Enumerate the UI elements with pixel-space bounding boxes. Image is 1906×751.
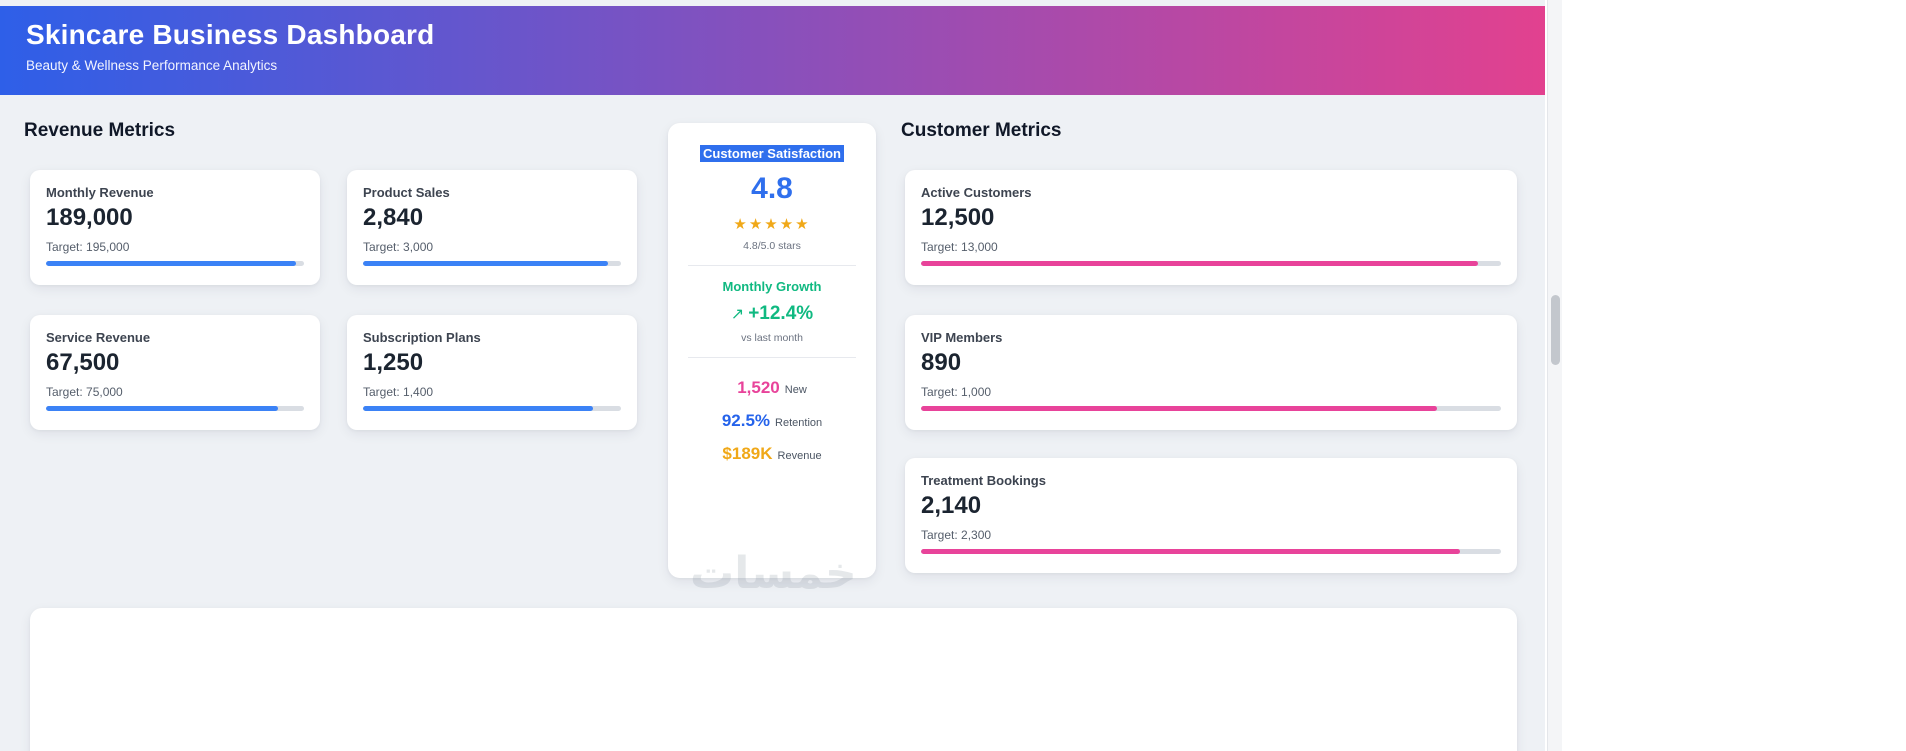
page-title: Skincare Business Dashboard [26,19,435,50]
watermark: خمسات [690,549,857,598]
divider [688,265,856,266]
metric-target: Target: 3,000 [363,240,434,254]
progress-fill [46,406,279,411]
star-rating-icon: ★★★★★ [733,216,811,233]
progress-track [363,261,621,266]
metric-value: 2,840 [363,204,424,231]
progress-track [921,406,1501,411]
divider [688,357,856,358]
customer-satisfaction-card: Customer Satisfaction 4.8 ★★★★★ 4.8/5.0 … [668,123,876,578]
metric-label: VIP Members [921,330,1003,345]
stat-label: New [784,384,807,396]
scrollbar-thumb[interactable] [1551,295,1560,365]
trend-up-icon: ↗ [730,306,745,323]
metric-card-vip-members: VIP Members 890 Target: 1,000 [905,315,1517,430]
metric-value: 67,500 [46,349,120,376]
growth-caption: vs last month [741,332,803,344]
satisfaction-stats: 1,520 New 92.5% Retention $189K Revenue [682,378,862,464]
progress-fill [46,261,297,266]
metric-value: 890 [921,349,962,376]
stars-caption: 4.8/5.0 stars [743,240,801,252]
metric-target: Target: 195,000 [46,240,130,254]
progress-fill [921,261,1478,266]
metric-target: Target: 2,300 [921,528,992,542]
metric-target: Target: 1,400 [363,385,434,399]
stat-label: Retention [775,417,823,429]
progress-fill [363,261,609,266]
metric-label: Monthly Revenue [46,185,154,200]
dashboard-page: Skincare Business Dashboard Beauty & Wel… [0,0,1545,751]
page-subtitle: Beauty & Wellness Performance Analytics [26,58,278,73]
progress-fill [921,406,1438,411]
revenue-section-heading: Revenue Metrics [24,120,176,141]
satisfaction-score: 4.8 [751,172,793,205]
progress-track [363,406,621,411]
metric-card-service-revenue: Service Revenue 67,500 Target: 75,000 [30,315,320,430]
metric-card-monthly-revenue: Monthly Revenue 189,000 Target: 195,000 [30,170,320,285]
metric-card-subscription-plans: Subscription Plans 1,250 Target: 1,400 [347,315,637,430]
progress-track [46,261,304,266]
stat-value: $189K [722,444,773,463]
metric-card-product-sales: Product Sales 2,840 Target: 3,000 [347,170,637,285]
stat-row-revenue: $189K Revenue [682,444,862,464]
metric-card-treatment-bookings: Treatment Bookings 2,140 Target: 2,300 [905,458,1517,573]
page-header: Skincare Business Dashboard Beauty & Wel… [0,6,1545,95]
stat-label: Revenue [777,450,822,462]
metric-target: Target: 75,000 [46,385,123,399]
stat-value: 1,520 [737,378,780,397]
growth-heading: Monthly Growth [722,279,822,294]
vertical-scrollbar[interactable] [1547,0,1562,751]
customer-section-heading: Customer Metrics [901,120,1062,141]
metric-target: Target: 13,000 [921,240,998,254]
metric-value: 1,250 [363,349,424,376]
progress-track [921,549,1501,554]
metric-label: Active Customers [921,185,1032,200]
metric-label: Subscription Plans [363,330,481,345]
progress-track [46,406,304,411]
metric-value: 2,140 [921,492,982,519]
progress-track [921,261,1501,266]
metric-label: Treatment Bookings [921,473,1046,488]
metric-label: Product Sales [363,185,450,200]
metric-label: Service Revenue [46,330,151,345]
metric-target: Target: 1,000 [921,385,992,399]
satisfaction-title: Customer Satisfaction [700,145,844,162]
growth-percent: +12.4% [748,303,814,324]
progress-fill [363,406,593,411]
metric-value: 189,000 [46,204,133,231]
stat-row-retention: 92.5% Retention [682,411,862,431]
progress-fill [921,549,1461,554]
stat-row-new: 1,520 New [682,378,862,398]
stat-value: 92.5% [721,411,771,430]
bottom-section-card [30,608,1517,751]
growth-value: ↗ +12.4% [682,303,862,325]
metric-value: 12,500 [921,204,995,231]
metric-card-active-customers: Active Customers 12,500 Target: 13,000 [905,170,1517,285]
